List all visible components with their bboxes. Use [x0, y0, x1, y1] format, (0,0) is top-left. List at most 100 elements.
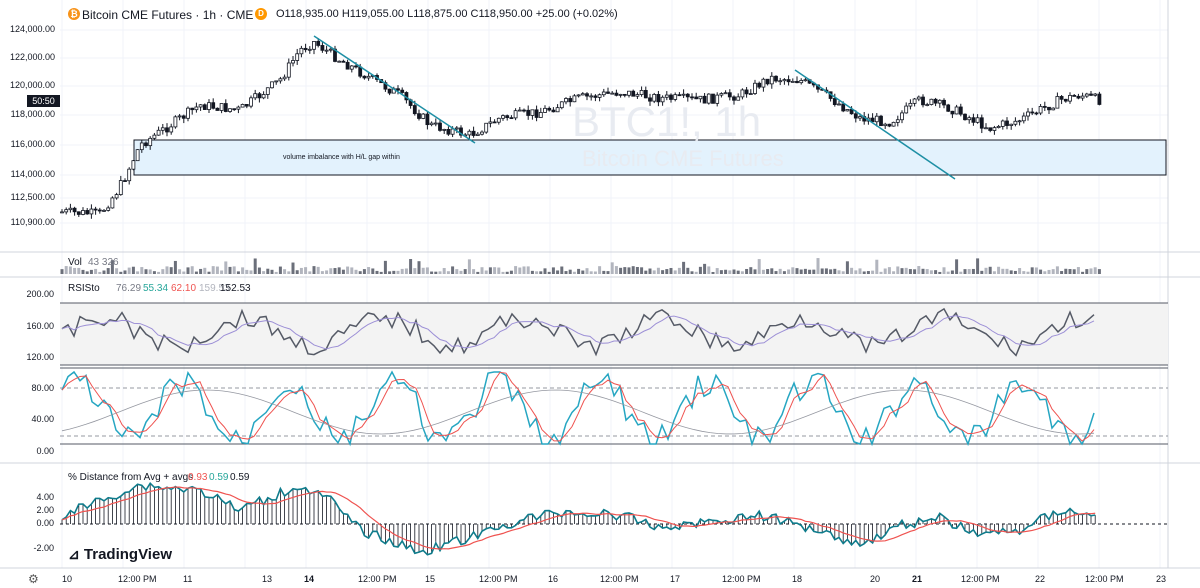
volume-bar: [606, 271, 610, 274]
volume-bar: [967, 269, 971, 274]
watermark-name: Bitcoin CME Futures: [582, 146, 784, 171]
candle-body: [522, 109, 526, 112]
volume-bar: [304, 267, 308, 274]
volume-bar: [409, 259, 413, 274]
candle-body: [505, 115, 510, 119]
volume-bar: [417, 261, 421, 274]
volume-bar: [656, 267, 660, 274]
volume-bar: [337, 267, 341, 274]
candle-body: [459, 127, 463, 136]
candle-body: [64, 209, 69, 213]
candle-body: [874, 115, 879, 123]
distance-histogram: [61, 481, 1096, 556]
candle-body: [761, 78, 766, 88]
candle-body: [265, 87, 270, 95]
volume-bar: [971, 268, 975, 274]
settings-gear-icon[interactable]: ⚙: [28, 572, 39, 586]
candle-body: [307, 48, 312, 51]
candle-body: [891, 121, 896, 127]
volume-bar: [522, 266, 526, 274]
volume-bar: [635, 266, 639, 274]
volume-bar: [1030, 267, 1034, 274]
volume-bar: [577, 268, 581, 274]
volume-bar: [371, 268, 375, 274]
candle-body: [979, 117, 984, 129]
trendline-1[interactable]: [313, 35, 476, 144]
candle-body: [475, 133, 480, 136]
volume-bar: [518, 267, 522, 274]
volume-bar: [194, 271, 198, 274]
volume-bar: [564, 271, 568, 274]
volume-bar: [257, 267, 261, 274]
candle-body: [564, 98, 568, 103]
time-tick: 11: [183, 574, 193, 584]
candle-body: [996, 126, 1001, 129]
volume-bar: [379, 271, 383, 274]
trendline-2[interactable]: [794, 69, 956, 180]
data-badge[interactable]: D: [255, 8, 267, 20]
candle-body: [1005, 120, 1009, 126]
candle-body: [694, 96, 699, 100]
tradingview-logo-text: TradingView: [83, 546, 172, 563]
candle-body: [312, 41, 316, 50]
time-tick: 12:00 PM: [600, 574, 639, 584]
indicator-tick: 0.00: [36, 518, 54, 528]
volume-bar: [736, 270, 740, 274]
time-tick: 18: [792, 574, 803, 584]
volume-bar: [661, 270, 665, 274]
candle-body: [244, 104, 249, 107]
volume-bar: [959, 271, 963, 274]
candle-body: [1097, 93, 1102, 105]
candle-body: [748, 93, 753, 95]
volume-bar: [581, 270, 585, 274]
symbol-title[interactable]: Bitcoin CME Futures · 1h · CME: [82, 8, 254, 22]
candle-body: [400, 89, 405, 93]
volume-bar: [1013, 270, 1017, 274]
candle-body: [1093, 93, 1098, 96]
volume-bar: [963, 269, 967, 274]
volume-bar: [543, 268, 547, 274]
volume-bar: [434, 271, 438, 274]
candle-body: [681, 93, 686, 96]
volume-bar: [505, 271, 509, 274]
volume-bar: [262, 271, 266, 274]
candle-body: [190, 107, 195, 111]
volume-imbalance-box[interactable]: [133, 139, 1167, 176]
candle-body: [774, 75, 778, 82]
volume-bar: [392, 270, 396, 274]
distance-label[interactable]: % Distance from Avg + avgs: [68, 472, 194, 483]
rsisto-v5: 152.53: [220, 283, 251, 294]
volume-bar: [866, 271, 870, 274]
volume-bar: [887, 267, 891, 274]
volume-bar: [1034, 267, 1038, 274]
volume-bar: [203, 267, 207, 274]
candle-body: [702, 95, 707, 104]
volume-bar: [488, 267, 492, 274]
volume-bar: [682, 261, 686, 274]
volume-bar: [354, 269, 358, 274]
volume-bar: [539, 271, 543, 274]
volume-bar: [161, 269, 165, 274]
candle-body: [984, 127, 988, 130]
volume-bar: [136, 271, 140, 274]
volume-bar: [925, 269, 929, 274]
rsisto-label[interactable]: RSISto: [68, 283, 100, 294]
candle-body: [639, 90, 644, 95]
annotation-text[interactable]: volume imbalance with H/L gap within: [283, 154, 400, 161]
candle-body: [186, 107, 190, 119]
tradingview-logo[interactable]: ⊿ TradingView: [68, 546, 172, 563]
candle-body: [1063, 98, 1068, 102]
candle-body: [988, 127, 993, 131]
candle-body: [387, 88, 392, 94]
candle-body: [228, 108, 232, 112]
volume-bar: [329, 268, 333, 274]
volume-label[interactable]: Vol: [68, 257, 82, 268]
candle-body: [1030, 111, 1035, 114]
volume-bar: [438, 271, 442, 274]
candle-body: [698, 95, 703, 100]
rsi-signal-line: [61, 315, 1095, 350]
volume-bar: [451, 266, 455, 274]
volume-bar: [946, 271, 950, 274]
